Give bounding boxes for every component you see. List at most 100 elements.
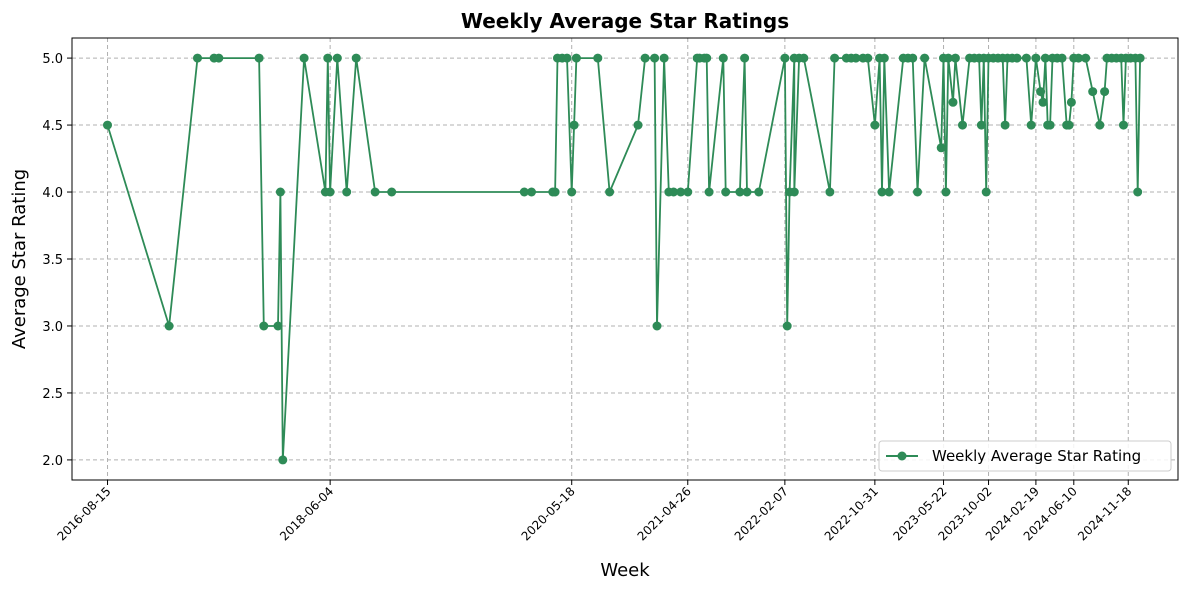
data-point xyxy=(571,53,581,63)
data-point xyxy=(1057,53,1067,63)
data-point xyxy=(562,53,572,63)
y-tick-label: 5.0 xyxy=(42,52,63,67)
legend-box xyxy=(878,440,1172,472)
data-point xyxy=(259,321,269,331)
data-point xyxy=(948,97,958,107)
data-point xyxy=(789,187,799,197)
data-point xyxy=(702,53,712,63)
data-point xyxy=(799,53,809,63)
y-tick-label: 3.5 xyxy=(42,253,63,268)
data-point xyxy=(908,53,918,63)
data-point xyxy=(633,120,643,130)
data-point xyxy=(1135,53,1145,63)
data-point xyxy=(650,53,660,63)
y-tick-label: 2.0 xyxy=(42,454,63,469)
data-point xyxy=(1045,120,1055,130)
data-point xyxy=(550,187,560,197)
y-tick-label: 2.5 xyxy=(42,387,63,402)
data-point xyxy=(1064,120,1074,130)
data-point xyxy=(754,187,764,197)
data-point xyxy=(851,53,861,63)
data-point xyxy=(1119,120,1128,130)
data-point xyxy=(278,455,288,465)
data-point xyxy=(164,321,174,331)
data-point xyxy=(669,187,679,197)
data-point xyxy=(976,120,986,130)
data-point xyxy=(825,187,835,197)
data-point xyxy=(721,187,731,197)
data-point xyxy=(519,187,529,197)
data-point xyxy=(950,53,960,63)
data-point xyxy=(718,53,728,63)
data-point xyxy=(370,187,380,197)
data-point xyxy=(943,53,953,63)
data-point xyxy=(676,187,686,197)
data-point xyxy=(1133,187,1143,197)
data-point xyxy=(1095,120,1105,130)
data-point xyxy=(936,143,946,153)
data-point xyxy=(1026,120,1036,130)
data-point xyxy=(1088,87,1098,97)
data-point xyxy=(1081,53,1091,63)
data-point xyxy=(1012,53,1022,63)
data-point xyxy=(193,53,202,63)
data-point xyxy=(567,187,577,197)
data-point xyxy=(920,53,930,63)
data-point xyxy=(659,53,669,63)
data-point xyxy=(742,187,752,197)
data-point xyxy=(387,187,397,197)
data-point xyxy=(913,187,922,197)
data-point xyxy=(273,321,283,331)
data-point xyxy=(605,187,615,197)
data-point xyxy=(103,120,112,130)
legend-label: Weekly Average Star Rating xyxy=(932,447,1141,465)
data-point xyxy=(981,187,991,197)
data-point xyxy=(884,187,894,197)
data-point xyxy=(332,53,342,63)
data-point xyxy=(1074,53,1083,63)
data-point xyxy=(640,53,650,63)
data-point xyxy=(1038,97,1048,107)
data-point xyxy=(780,53,790,63)
data-point xyxy=(683,187,693,197)
data-point xyxy=(275,187,285,197)
data-point xyxy=(323,53,333,63)
data-point xyxy=(593,53,603,63)
chart-title: Weekly Average Star Ratings xyxy=(461,9,789,33)
data-point xyxy=(879,53,889,63)
data-point xyxy=(735,187,745,197)
y-tick-label: 3.0 xyxy=(42,320,63,335)
data-point xyxy=(1031,53,1041,63)
data-point xyxy=(569,120,579,130)
legend: Weekly Average Star Rating xyxy=(878,440,1172,472)
data-point xyxy=(1036,87,1046,97)
data-point xyxy=(1100,87,1110,97)
data-point xyxy=(325,187,335,197)
data-point xyxy=(863,53,873,63)
y-tick-label: 4.0 xyxy=(42,186,63,201)
data-point xyxy=(830,53,840,63)
data-point xyxy=(782,321,792,331)
data-point xyxy=(870,120,880,130)
data-point xyxy=(958,120,967,130)
y-axis: 2.0 2.5 3.0 3.5 4.0 4.5 5.0 xyxy=(42,52,72,469)
data-point xyxy=(652,321,662,331)
data-point xyxy=(527,187,536,197)
data-point xyxy=(1000,120,1010,130)
data-point xyxy=(254,53,264,63)
data-point xyxy=(351,53,361,63)
series-line-group xyxy=(103,53,1145,465)
data-point xyxy=(877,187,887,197)
data-point xyxy=(941,187,951,197)
data-point xyxy=(214,53,224,63)
x-axis-title: Week xyxy=(600,560,650,581)
data-point xyxy=(1021,53,1031,63)
y-axis-title: Average Star Rating xyxy=(9,169,30,349)
data-point xyxy=(299,53,309,63)
data-point xyxy=(1066,97,1076,107)
data-point xyxy=(704,187,714,197)
data-point xyxy=(1040,53,1050,63)
data-point xyxy=(740,53,750,63)
